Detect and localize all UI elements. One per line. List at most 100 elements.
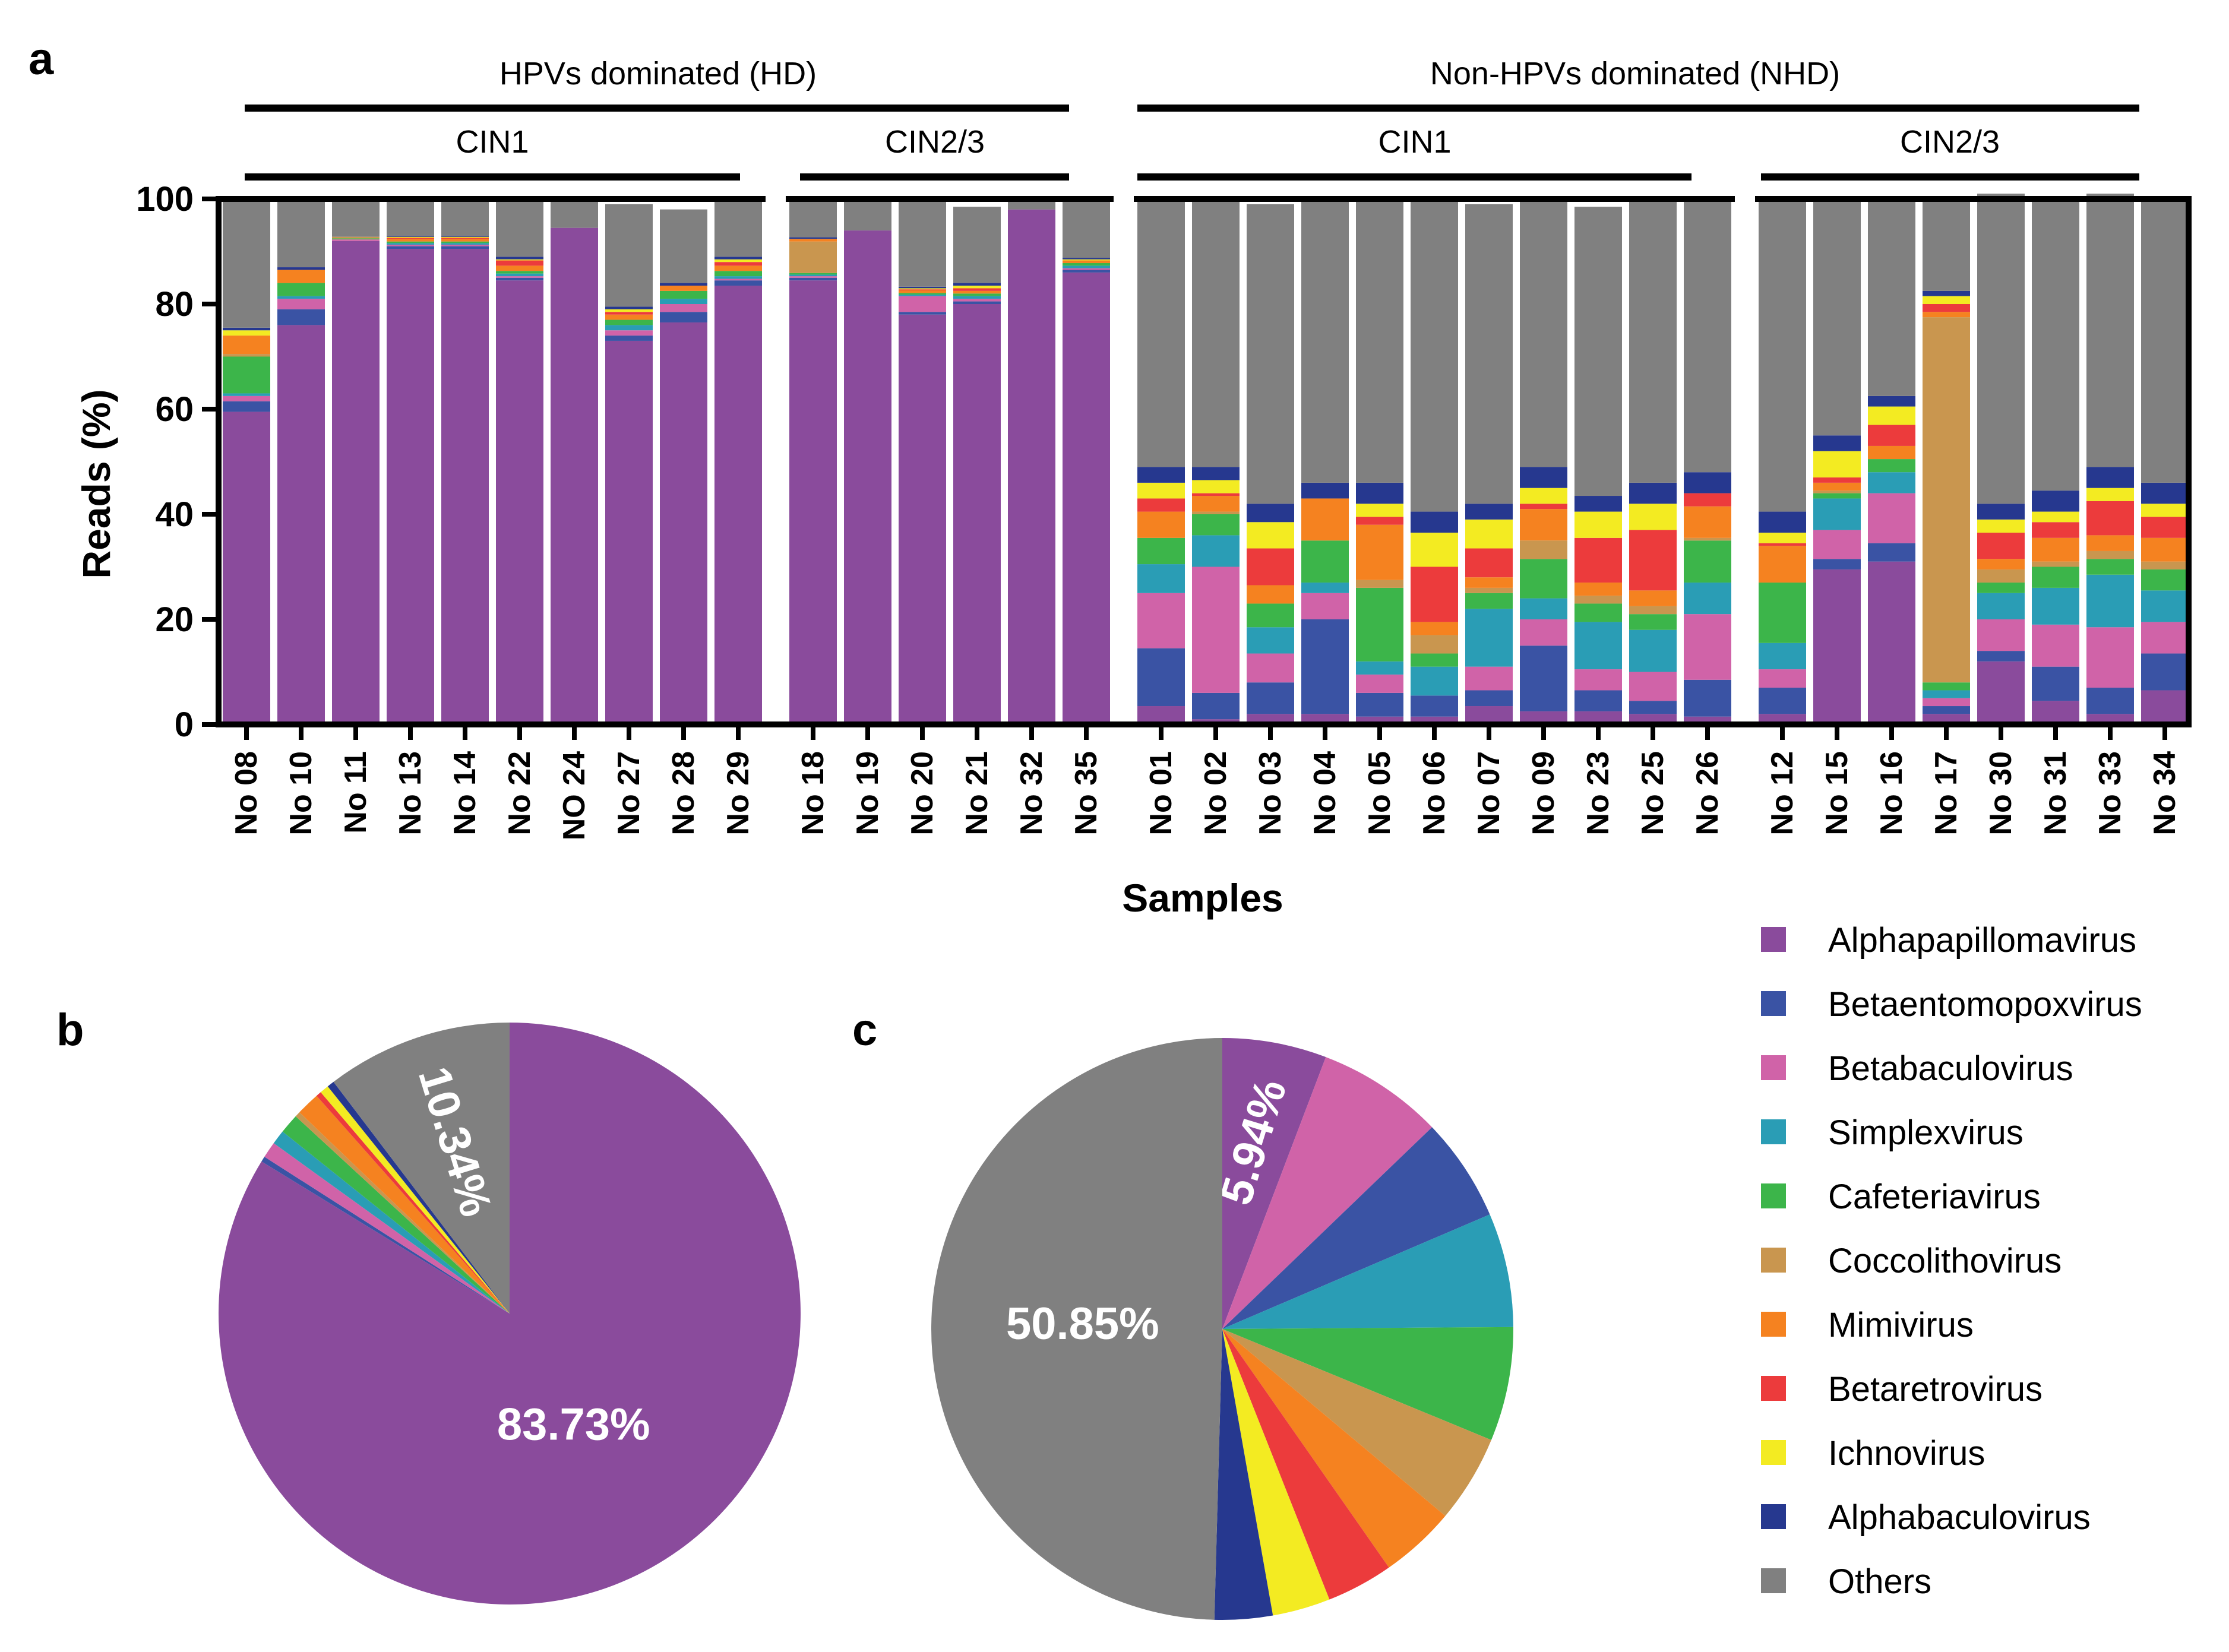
- bar-segment-simplexvirus-no06: [1411, 666, 1458, 696]
- bar-segment-alphapapillomavirus-no30: [1977, 661, 2025, 724]
- bar-segment-betabaculovirus-no17: [1923, 698, 1970, 707]
- x-tick-label: No 34: [2148, 751, 2182, 836]
- bar-segment-ichnovirus-no09: [1520, 488, 1567, 504]
- legend-swatch-betabaculovirus: [1761, 1055, 1786, 1080]
- bar-segment-alphapapillomavirus-no27: [605, 340, 653, 724]
- group-headers: HPVs dominated (HD) Non-HPVs dominated (…: [245, 56, 2139, 181]
- y-tick-label: 80: [155, 285, 194, 324]
- legend-swatch-betaretrovirus: [1761, 1376, 1786, 1401]
- bar-segment-others-no11: [332, 199, 380, 237]
- bar-segment-betabaculovirus-no29: [714, 279, 762, 281]
- bar-stacks: [216, 194, 2192, 729]
- bar-segment-betabaculovirus-no34: [2141, 622, 2189, 654]
- bar-segment-betaentomopoxvirus-no28: [660, 312, 707, 322]
- bar-segment-alphabaculovirus-no33: [2086, 467, 2134, 488]
- bar-segment-cafeteriavirus-no22: [496, 271, 543, 274]
- x-tick-label: No 31: [2038, 751, 2073, 836]
- pie-slice-others: [931, 1038, 1222, 1620]
- x-tick-label: No 16: [1874, 751, 1909, 836]
- bar-segment-others-no08: [223, 199, 270, 328]
- bar-segment-betabaculovirus-no22: [496, 276, 543, 278]
- bar-segment-cafeteriavirus-no20: [899, 293, 946, 295]
- bar-segment-betaentomopoxvirus-no31: [2032, 666, 2079, 701]
- bar-segment-mimivirus-no28: [660, 286, 707, 291]
- bar-segment-others-no31: [2032, 201, 2079, 491]
- bar-segment-others-no12: [1759, 201, 1806, 512]
- bar-segment-simplexvirus-no31: [2032, 587, 2079, 625]
- bar-segment-cafeteriavirus-no23: [1574, 603, 1622, 622]
- bar-segment-simplexvirus-no28: [660, 299, 707, 304]
- bar-segment-coccolithovirus-no26: [1684, 537, 1731, 541]
- bar-segment-mimivirus-no16: [1868, 445, 1915, 460]
- bar-segment-others-no21: [953, 207, 1001, 283]
- bar-segment-betabaculovirus-no28: [660, 304, 707, 312]
- bar-segment-alphabaculovirus-no08: [223, 327, 270, 331]
- bar-segment-betabaculovirus-no16: [1868, 493, 1915, 543]
- bar-segment-cafeteriavirus-no07: [1465, 593, 1513, 609]
- bar-segment-alphapapillomavirus-no16: [1868, 561, 1915, 724]
- bar-segment-cafeteriavirus-no34: [2141, 569, 2189, 591]
- x-tick-label: No 08: [229, 751, 264, 836]
- bar-segment-ichnovirus-no06: [1411, 532, 1458, 567]
- bar-segment-simplexvirus-no05: [1356, 661, 1403, 675]
- bar-segment-mimivirus-no09: [1520, 509, 1567, 541]
- bar-segment-ichnovirus-no33: [2086, 488, 2134, 501]
- bar-segment-mimivirus-no05: [1356, 524, 1403, 580]
- bar-segment-betaretrovirus-no30: [1977, 532, 2025, 559]
- bar-segment-others-no07: [1465, 204, 1513, 504]
- bar-segment-betaretrovirus-no22: [496, 260, 543, 266]
- bar-segment-alphabaculovirus-no16: [1868, 395, 1915, 407]
- bar-segment-betabaculovirus-no33: [2086, 627, 2134, 688]
- bar-segment-betaentomopoxvirus-no23: [1574, 690, 1622, 711]
- legend-label-mimivirus: Mimivirus: [1828, 1306, 1974, 1344]
- bar-segment-simplexvirus-no15: [1813, 498, 1861, 530]
- bar-segment-ichnovirus-no02: [1192, 480, 1240, 493]
- x-axis: No 08 No 10 No 11 No 13 No 14 No 22 NO 24 No 27…: [219, 721, 2189, 840]
- panel-label-a: a: [29, 34, 54, 84]
- bar-segment-betaentomopoxvirus-no09: [1520, 645, 1567, 711]
- bar-segment-betaentomopoxvirus-no10: [277, 309, 325, 325]
- group-gap: [1735, 195, 1755, 204]
- x-tick-label: No 20: [905, 751, 940, 836]
- bar-segment-alphabaculovirus-no35: [1063, 258, 1110, 259]
- bar-segment-betaentomopoxvirus-no30: [1977, 651, 2025, 662]
- bar-segment-simplexvirus-no20: [899, 295, 946, 296]
- x-tick-label: No 33: [2093, 751, 2127, 836]
- bar-segment-alphapapillomavirus-no20: [899, 314, 946, 724]
- bar-segment-alphabaculovirus-no05: [1356, 482, 1403, 504]
- bar-segment-simplexvirus-no25: [1629, 629, 1677, 672]
- bar-segment-cafeteriavirus-no08: [223, 356, 270, 394]
- bar-segment-ichnovirus-no22: [496, 259, 543, 261]
- bar-segment-cafeteriavirus-no27: [605, 319, 653, 325]
- bar-segment-cafeteriavirus-no03: [1247, 603, 1294, 628]
- bar-segment-others-no26: [1684, 199, 1731, 473]
- bar-segment-cafeteriavirus-no35: [1063, 262, 1110, 266]
- bar-segment-alphabaculovirus-no22: [496, 257, 543, 259]
- bar-segment-simplexvirus-no34: [2141, 590, 2189, 622]
- bar-segment-cafeteriavirus-no14: [441, 241, 489, 243]
- pie-slice-betabaculovirus: [264, 1143, 510, 1314]
- x-tick-label: No 07: [1472, 751, 1506, 836]
- pie-slice-others: [333, 1023, 510, 1314]
- bar-segment-simplexvirus-no10: [277, 296, 325, 299]
- bar-segment-betabaculovirus-no07: [1465, 666, 1513, 691]
- bar-segment-betabaculovirus-no21: [953, 299, 1001, 302]
- bar-segment-betaretrovirus-no31: [2032, 522, 2079, 538]
- subgroup-label-nhd-cin1: CIN1: [1378, 124, 1451, 160]
- bar-segment-coccolithovirus-no08: [223, 354, 270, 357]
- bar-segment-cafeteriavirus-no28: [660, 290, 707, 299]
- bar-segment-alphabaculovirus-no07: [1465, 504, 1513, 520]
- bar-segment-betabaculovirus-no13: [387, 244, 434, 246]
- bar-segment-simplexvirus-no26: [1684, 583, 1731, 615]
- x-tick-label: No 10: [284, 751, 318, 836]
- bar-segment-mimivirus-no06: [1411, 622, 1458, 635]
- pie-label-others: 50.85%: [1006, 1299, 1159, 1349]
- bar-segment-betaretrovirus-no03: [1247, 548, 1294, 586]
- bar-segment-betaentomopoxvirus-no34: [2141, 653, 2189, 691]
- y-tick-label: 100: [136, 180, 194, 219]
- bar-segment-simplexvirus-no35: [1063, 265, 1110, 268]
- bar-segment-cafeteriavirus-no05: [1356, 587, 1403, 662]
- pie-slice-betaentomopoxvirus: [1222, 1127, 1490, 1329]
- legend-label-betaentomopoxvirus: Betaentomopoxvirus: [1828, 985, 2142, 1024]
